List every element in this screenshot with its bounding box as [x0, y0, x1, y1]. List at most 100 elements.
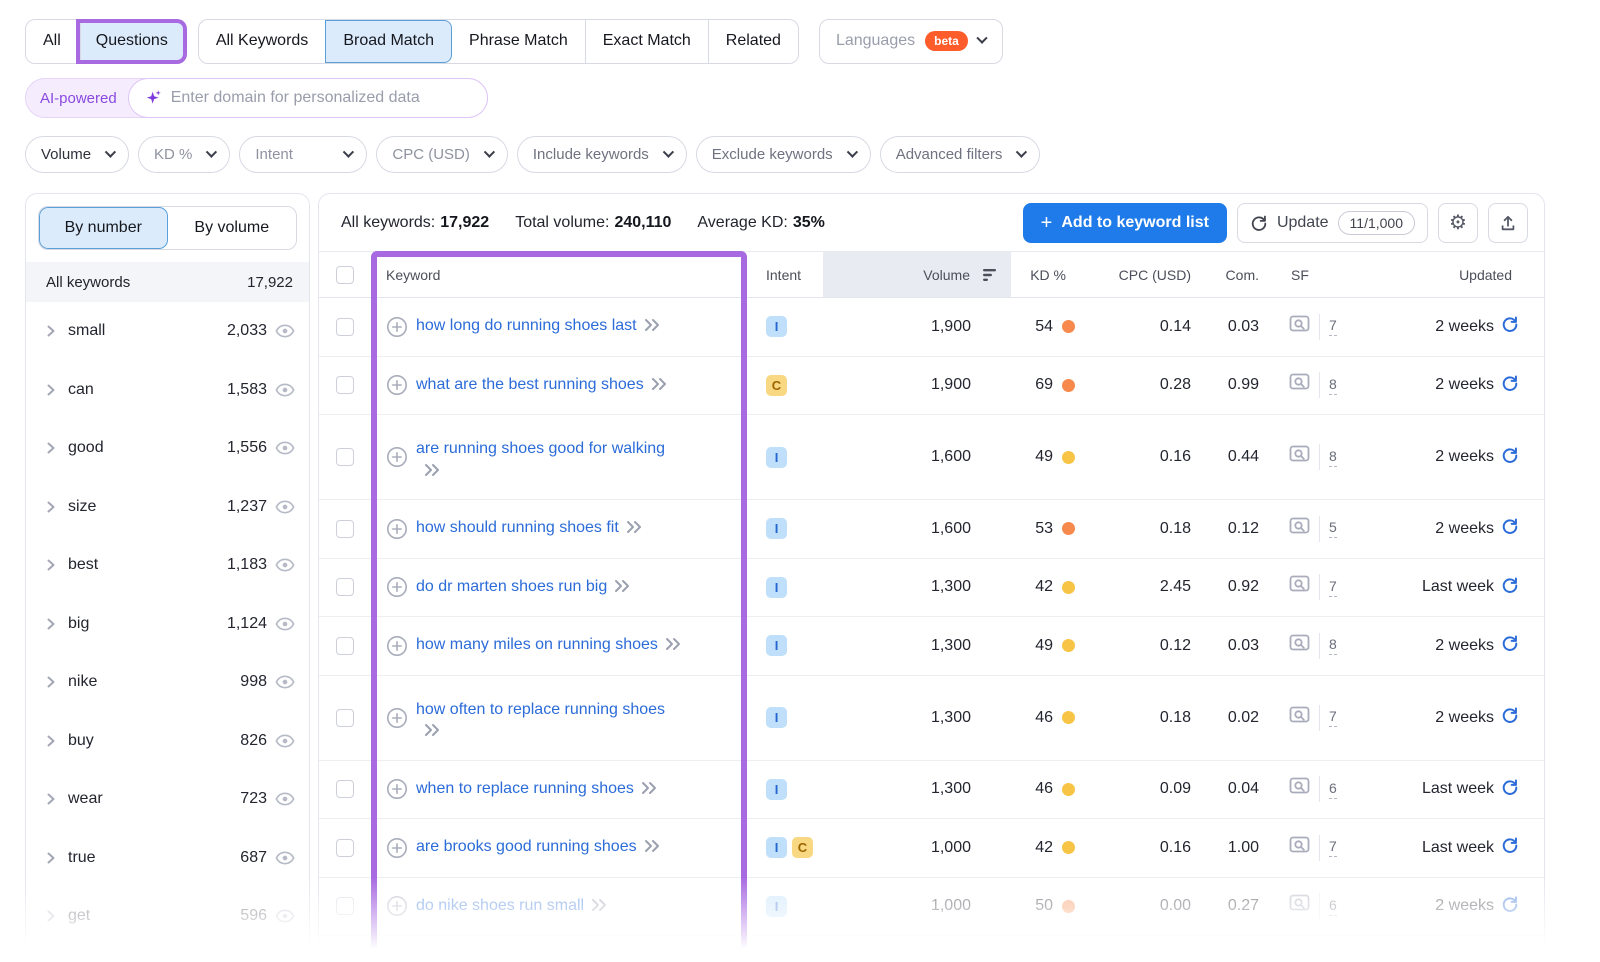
sf-count[interactable]: 7 — [1329, 708, 1337, 727]
add-keyword-icon[interactable] — [386, 895, 408, 917]
tab-all[interactable]: All — [26, 20, 78, 63]
all-keywords-row[interactable]: All keywords 17,922 — [26, 262, 309, 302]
keyword-group-item[interactable]: size 1,237 — [26, 478, 309, 537]
eye-icon[interactable] — [275, 734, 295, 748]
expand-keyword-icon[interactable] — [614, 579, 631, 593]
intent-filter[interactable]: Intent — [239, 136, 368, 173]
keyword-link[interactable]: when to replace running shoes — [416, 779, 634, 797]
row-checkbox[interactable] — [336, 376, 354, 395]
keyword-link[interactable]: how should running shoes fit — [416, 519, 619, 537]
add-keyword-icon[interactable] — [386, 635, 408, 657]
eye-icon[interactable] — [275, 617, 295, 631]
serp-preview-icon[interactable] — [1289, 373, 1310, 397]
sf-count[interactable]: 7 — [1329, 578, 1337, 597]
add-keyword-icon[interactable] — [386, 316, 408, 338]
keyword-link[interactable]: how long do running shoes last — [416, 317, 637, 335]
column-kd[interactable]: KD % — [1030, 266, 1066, 283]
row-checkbox[interactable] — [336, 838, 354, 857]
eye-icon[interactable] — [275, 909, 295, 923]
sf-count[interactable]: 5 — [1329, 519, 1337, 539]
refresh-icon[interactable] — [1501, 836, 1519, 859]
expand-keyword-icon[interactable] — [665, 637, 682, 651]
eye-icon[interactable] — [275, 441, 295, 455]
domain-input[interactable] — [170, 89, 471, 107]
exclude-keywords-filter[interactable]: Exclude keywords — [695, 136, 871, 173]
tab-all-keywords[interactable]: All Keywords — [199, 20, 325, 63]
update-button[interactable]: Update 11/1,000 — [1236, 202, 1428, 243]
keyword-link[interactable]: are brooks good running shoes — [416, 838, 637, 856]
refresh-icon[interactable] — [1501, 446, 1519, 469]
expand-keyword-icon[interactable] — [424, 723, 665, 737]
keyword-link[interactable]: do nike shoes run small — [416, 896, 585, 914]
row-checkbox[interactable] — [336, 636, 354, 655]
keyword-link[interactable]: how many miles on running shoes — [416, 636, 658, 654]
sf-count[interactable]: 8 — [1329, 448, 1337, 467]
expand-keyword-icon[interactable] — [424, 463, 665, 477]
keyword-link[interactable]: are running shoes good for walking — [416, 440, 666, 458]
expand-keyword-icon[interactable] — [644, 839, 661, 853]
tab-exact-match[interactable]: Exact Match — [584, 19, 708, 63]
keyword-group-item[interactable]: big 1,124 — [26, 595, 309, 654]
column-com[interactable]: Com. — [1225, 266, 1259, 283]
add-keyword-icon[interactable] — [386, 374, 408, 396]
by-volume-toggle[interactable]: By volume — [167, 207, 296, 249]
add-keyword-icon[interactable] — [386, 576, 408, 598]
keyword-group-item[interactable]: best 1,183 — [26, 536, 309, 595]
kd-filter[interactable]: KD % — [138, 136, 231, 173]
keyword-group-item[interactable]: nike 998 — [26, 653, 309, 712]
keyword-group-item[interactable]: wear 723 — [26, 770, 309, 829]
include-keywords-filter[interactable]: Include keywords — [516, 136, 687, 173]
tab-questions[interactable]: Questions — [79, 22, 183, 60]
volume-filter[interactable]: Volume — [25, 136, 130, 173]
add-keyword-icon[interactable] — [386, 837, 408, 859]
serp-preview-icon[interactable] — [1289, 836, 1310, 860]
expand-keyword-icon[interactable] — [651, 377, 668, 391]
eye-icon[interactable] — [275, 792, 295, 806]
languages-dropdown[interactable]: Languages beta — [818, 18, 1003, 64]
expand-keyword-icon[interactable] — [641, 781, 658, 795]
refresh-icon[interactable] — [1501, 576, 1519, 599]
column-intent[interactable]: Intent — [766, 266, 802, 283]
serp-preview-icon[interactable] — [1289, 894, 1310, 918]
row-checkbox[interactable] — [336, 317, 354, 336]
add-keyword-icon[interactable] — [386, 707, 408, 729]
serp-preview-icon[interactable] — [1289, 315, 1310, 339]
refresh-icon[interactable] — [1501, 315, 1519, 338]
sf-count[interactable]: 7 — [1329, 317, 1337, 337]
sf-count[interactable]: 6 — [1329, 897, 1337, 916]
eye-icon[interactable] — [275, 675, 295, 689]
refresh-icon[interactable] — [1501, 895, 1519, 918]
column-sf[interactable]: SF — [1291, 266, 1309, 283]
refresh-icon[interactable] — [1501, 374, 1519, 397]
tab-phrase-match[interactable]: Phrase Match — [452, 20, 585, 63]
column-volume[interactable]: Volume — [823, 252, 1011, 297]
add-to-keyword-list-button[interactable]: + Add to keyword list — [1022, 202, 1227, 243]
eye-icon[interactable] — [275, 851, 295, 865]
eye-icon[interactable] — [275, 383, 295, 397]
add-keyword-icon[interactable] — [386, 778, 408, 800]
table-settings-button[interactable]: ⚙ — [1438, 202, 1478, 243]
column-keyword[interactable]: Keyword — [386, 266, 441, 283]
select-all-checkbox[interactable] — [336, 265, 354, 284]
row-checkbox[interactable] — [336, 519, 354, 538]
keyword-group-item[interactable]: true 687 — [26, 829, 309, 888]
sf-count[interactable]: 6 — [1329, 780, 1337, 799]
refresh-icon[interactable] — [1501, 778, 1519, 801]
expand-keyword-icon[interactable] — [591, 898, 608, 912]
keyword-group-item[interactable]: small 2,033 — [26, 302, 309, 361]
row-checkbox[interactable] — [336, 578, 354, 597]
sf-count[interactable]: 7 — [1329, 838, 1337, 858]
keyword-link[interactable]: what are the best running shoes — [416, 375, 644, 393]
keyword-group-item[interactable]: buy 826 — [26, 712, 309, 771]
tab-broad-match[interactable]: Broad Match — [325, 19, 453, 63]
expand-keyword-icon[interactable] — [626, 520, 643, 534]
serp-preview-icon[interactable] — [1289, 777, 1310, 801]
refresh-icon[interactable] — [1501, 706, 1519, 729]
sf-count[interactable]: 8 — [1329, 376, 1337, 395]
sf-count[interactable]: 8 — [1329, 636, 1337, 656]
eye-icon[interactable] — [275, 324, 295, 338]
row-checkbox[interactable] — [336, 780, 354, 799]
row-checkbox[interactable] — [336, 448, 354, 466]
keyword-group-item[interactable]: can 1,583 — [26, 361, 309, 420]
keyword-link[interactable]: how often to replace running shoes — [416, 700, 666, 718]
